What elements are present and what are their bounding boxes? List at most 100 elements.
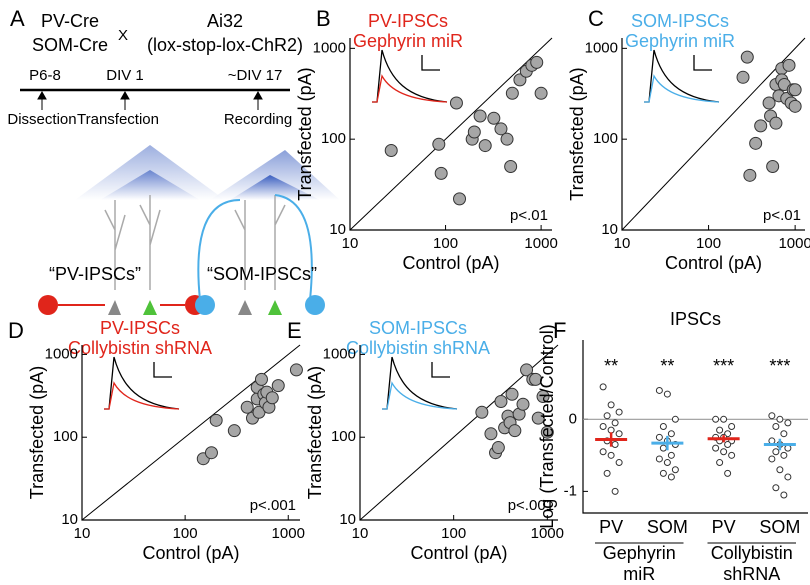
- data-point: [772, 448, 780, 456]
- y-axis-label: Transfected (pA): [305, 366, 325, 499]
- data-point: [484, 427, 498, 441]
- data-point: [487, 111, 501, 125]
- data-point: [716, 426, 724, 434]
- x-tick-label: SOM: [647, 517, 688, 537]
- event-label: Recording: [224, 111, 292, 128]
- data-point: [766, 160, 780, 174]
- data-point: [776, 415, 784, 423]
- data-point: [473, 109, 487, 123]
- identity-line: [81, 344, 301, 521]
- y-axis-label: Transfected (pA): [567, 67, 587, 200]
- axes: [582, 340, 808, 514]
- data-point: [615, 459, 623, 467]
- group-label: Gephyrin: [603, 543, 676, 563]
- data-point: [772, 423, 780, 430]
- data-point: [667, 430, 675, 438]
- data-point: [603, 469, 611, 477]
- data-point: [716, 459, 724, 467]
- cross-label: X: [118, 27, 128, 44]
- data-point: [534, 86, 548, 100]
- x-tick-label: 1000: [778, 235, 810, 252]
- data-point: [655, 433, 663, 441]
- y-tick-label: 1000: [585, 39, 618, 56]
- x-tick-label: 10: [614, 235, 631, 252]
- data-point: [743, 168, 757, 182]
- cross-label: (lox-stop-lox-ChR2): [147, 35, 303, 55]
- data-point: [724, 441, 732, 449]
- data-point: [659, 423, 667, 430]
- significance: ***: [769, 356, 790, 376]
- data-point: [607, 426, 615, 434]
- data-point: [762, 96, 776, 110]
- x-tick-label: 10: [74, 525, 91, 542]
- x-tick-label: SOM: [759, 517, 800, 537]
- diagram-label: “SOM-IPSCs”: [207, 264, 317, 284]
- y-tick-label: 10: [339, 511, 356, 528]
- data-point: [607, 401, 615, 409]
- chart-subtitle: Collybistin shRNA: [346, 338, 490, 358]
- inset-trace: [382, 381, 458, 410]
- event-label: Dissection: [7, 111, 76, 128]
- inset-trace: [382, 356, 458, 410]
- data-point: [432, 137, 446, 151]
- inset-trace: [372, 74, 448, 103]
- y-tick-label: 1000: [313, 39, 346, 56]
- chart-title: SOM-IPSCs: [369, 318, 467, 338]
- significance: **: [660, 356, 674, 376]
- data-point: [434, 166, 448, 180]
- x-axis-label: Control (pA): [142, 543, 239, 563]
- data-point: [494, 395, 508, 409]
- data-point: [529, 372, 543, 386]
- p-value: p<.01: [763, 207, 801, 224]
- panel-letter: E: [287, 318, 302, 343]
- data-point: [768, 437, 776, 445]
- x-tick-label: 1000: [272, 525, 305, 542]
- p-value: p<.001: [250, 497, 296, 514]
- data-point: [655, 455, 663, 463]
- inset-trace: [104, 356, 180, 410]
- panel-letter: F: [553, 318, 566, 343]
- data-point: [736, 70, 750, 84]
- inset-trace: [644, 49, 720, 103]
- y-axis-label: Transfected (pA): [295, 67, 315, 200]
- data-point: [740, 50, 754, 64]
- data-point: [769, 116, 783, 130]
- data-point: [536, 390, 550, 404]
- data-point: [204, 446, 218, 460]
- x-axis-label: Control (pA): [665, 253, 762, 273]
- x-tick-label: 1000: [531, 525, 564, 542]
- arrows: [37, 90, 263, 110]
- x-tick-label: 100: [441, 525, 466, 542]
- x-tick-label: PV: [712, 517, 736, 537]
- pv-diagram: [38, 145, 225, 315]
- data-point: [500, 132, 514, 146]
- data-point: [671, 415, 679, 423]
- x-tick-label: 100: [173, 525, 198, 542]
- x-tick-label: 10: [342, 235, 359, 252]
- scale-bar: [153, 362, 172, 378]
- y-tick-label: 1000: [45, 345, 78, 362]
- y-tick-label: 10: [61, 511, 78, 528]
- data-point: [599, 448, 607, 456]
- chart-title: PV-IPSCs: [100, 318, 180, 338]
- data-point: [720, 448, 728, 456]
- p-value: p<.01: [510, 207, 548, 224]
- event-label: Transfection: [77, 111, 159, 128]
- data-point: [768, 455, 776, 463]
- data-point: [659, 469, 667, 477]
- panel-letter: C: [588, 6, 604, 31]
- data-point: [467, 125, 481, 139]
- data-point: [768, 412, 776, 420]
- cross-label: SOM-Cre: [32, 35, 108, 55]
- data-point: [531, 411, 545, 425]
- x-tick-label: PV: [599, 517, 623, 537]
- diagram-label: “PV-IPSCs”: [49, 264, 141, 284]
- data-point: [712, 444, 720, 452]
- data-point: [240, 400, 254, 414]
- y-tick-label: -1: [564, 482, 577, 499]
- y-tick-label: 100: [321, 130, 346, 147]
- group-label: Collybistin: [711, 543, 793, 563]
- data-point: [289, 363, 303, 377]
- data-point: [516, 397, 530, 411]
- chart-title: PV-IPSCs: [368, 11, 448, 31]
